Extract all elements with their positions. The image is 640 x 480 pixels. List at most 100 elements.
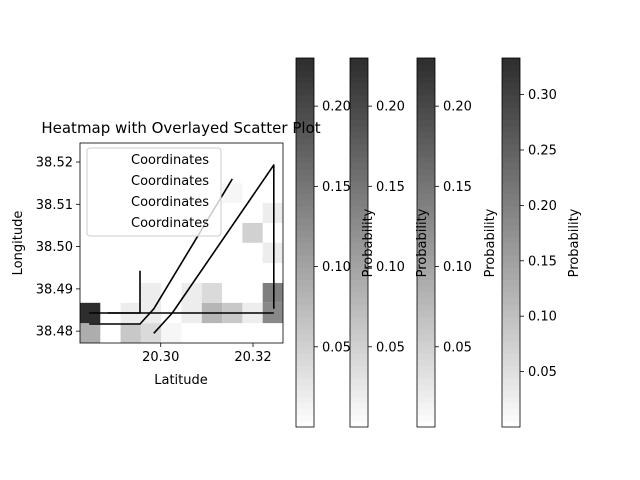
heatmap-cell <box>120 323 141 343</box>
heatmap-cell <box>201 282 223 303</box>
colorbar-gradient-step <box>417 402 435 410</box>
colorbar-gradient-step <box>502 101 520 108</box>
colorbar-gradient-step <box>350 125 368 133</box>
y-axis-ticks: 38.48 38.49 38.50 38.51 38.52 <box>36 156 80 340</box>
colorbar-gradient-step <box>296 205 314 213</box>
colorbar-gradient-step <box>296 377 314 385</box>
colorbar-gradient-step <box>296 119 314 127</box>
colorbar-gradient-step <box>350 174 368 182</box>
colorbar-gradient-step <box>417 101 435 108</box>
legend-entry-3: Coordinates <box>131 195 209 210</box>
colorbar-gradient-step <box>417 88 435 96</box>
colorbar-gradient-step <box>417 113 435 121</box>
colorbar-gradient-step <box>417 131 435 139</box>
colorbar-gradient-step <box>502 113 520 121</box>
colorbar-gradient-step <box>296 174 314 182</box>
colorbar-gradient-step <box>350 420 368 428</box>
heatmap-cell <box>181 282 202 303</box>
colorbar-gradient-step <box>502 285 520 293</box>
colorbar-gradient-step <box>417 365 435 373</box>
colorbar-tick-label: 0.05 <box>322 340 351 355</box>
colorbar-tick-label: 0.10 <box>322 260 351 275</box>
colorbar-gradient-step <box>417 260 435 268</box>
colorbar-gradient-step <box>296 137 314 145</box>
colorbar-label-5: Probability <box>567 208 582 277</box>
colorbar-gradient-step <box>417 230 435 237</box>
colorbar-gradient-step <box>350 371 368 379</box>
colorbar-gradient-step <box>417 211 435 219</box>
colorbar-gradient-step <box>417 340 435 348</box>
colorbar-gradient-step <box>296 242 314 250</box>
colorbar-gradient-step <box>417 137 435 145</box>
colorbar-gradient-step <box>502 383 520 391</box>
colorbar-gradient-step <box>502 254 520 262</box>
heatmap-cell <box>80 323 101 343</box>
colorbar-gradient-step <box>417 297 435 305</box>
colorbar-gradient-step <box>296 340 314 348</box>
colorbar-gradient-step <box>296 236 314 244</box>
colorbar-gradient-step <box>417 125 435 133</box>
colorbar-gradient-step <box>502 131 520 139</box>
colorbar-gradient-step <box>417 242 435 250</box>
colorbar-label-3: Probability <box>415 208 430 277</box>
plot-frame <box>79 142 284 344</box>
colorbar-gradient-step <box>350 82 368 90</box>
colorbar-tick-label: 0.15 <box>528 254 557 269</box>
colorbar-gradient-step <box>417 205 435 213</box>
colorbar-gradient-step <box>296 224 314 231</box>
colorbar-gradient-step <box>417 359 435 367</box>
colorbar-gradient-step <box>417 273 435 280</box>
colorbar-gradient-step <box>417 174 435 182</box>
colorbar-gradient-step <box>350 248 368 256</box>
colorbar-gradient-step <box>417 390 435 397</box>
colorbar-gradient-step <box>502 187 520 194</box>
colorbar-gradient-step <box>350 359 368 367</box>
colorbar-gradient-step <box>350 353 368 360</box>
colorbar-gradient-step <box>350 58 368 65</box>
colorbar-gradient-step <box>502 107 520 114</box>
colorbar-gradient-step <box>296 390 314 397</box>
colorbar-gradient-step <box>350 70 368 78</box>
colorbar-gradient-step <box>502 162 520 170</box>
colorbar-gradient-step <box>502 119 520 127</box>
colorbar-gradient-step <box>296 248 314 256</box>
colorbar-gradient-step <box>350 131 368 139</box>
colorbar-gradient-step <box>296 310 314 317</box>
colorbar-gradient-step <box>350 334 368 342</box>
legend: Coordinates Coordinates Coordinates Coor… <box>86 147 222 237</box>
colorbar-gradient-step <box>296 193 314 201</box>
y-axis-label: Longitude <box>11 211 26 276</box>
colorbar-gradient-step <box>417 224 435 231</box>
colorbar-gradient-step <box>296 76 314 84</box>
colorbar-gradient-step <box>296 101 314 108</box>
colorbar-gradient-step <box>350 181 368 188</box>
colorbar-gradient-step <box>296 365 314 373</box>
colorbar-gradient-step <box>502 359 520 367</box>
colorbar-gradient-step <box>502 420 520 428</box>
colorbar-gradient-step <box>350 383 368 391</box>
colorbar-gradient-step <box>350 205 368 213</box>
colorbar-gradient-step <box>502 390 520 397</box>
colorbar-tick-label: 0.05 <box>528 365 557 380</box>
colorbar-gradient-step <box>417 150 435 157</box>
colorbar-gradient-step <box>502 414 520 422</box>
colorbar-tick-label: 0.05 <box>443 340 472 355</box>
colorbar-gradient-step <box>502 236 520 244</box>
colorbar-gradient-step <box>296 371 314 379</box>
colorbar-gradient-step <box>502 322 520 330</box>
x-tick-label: 20.32 <box>234 350 271 365</box>
colorbar-gradient-step <box>502 199 520 207</box>
colorbar-gradient-step <box>417 304 435 311</box>
colorbar-gradient-step <box>350 260 368 268</box>
colorbar-gradient-step <box>350 279 368 287</box>
colorbar-gradient-step <box>296 156 314 164</box>
colorbar-gradient-step <box>502 310 520 317</box>
colorbar-gradient-step <box>502 371 520 379</box>
colorbar-gradient-step <box>296 260 314 268</box>
colorbar-gradient-step <box>350 285 368 293</box>
heatmap-cell <box>222 183 243 204</box>
colorbar-gradient-step <box>350 340 368 348</box>
colorbar-gradient-step <box>417 371 435 379</box>
colorbar-gradient-step <box>502 217 520 225</box>
colorbar-tick-label: 0.20 <box>376 100 405 115</box>
